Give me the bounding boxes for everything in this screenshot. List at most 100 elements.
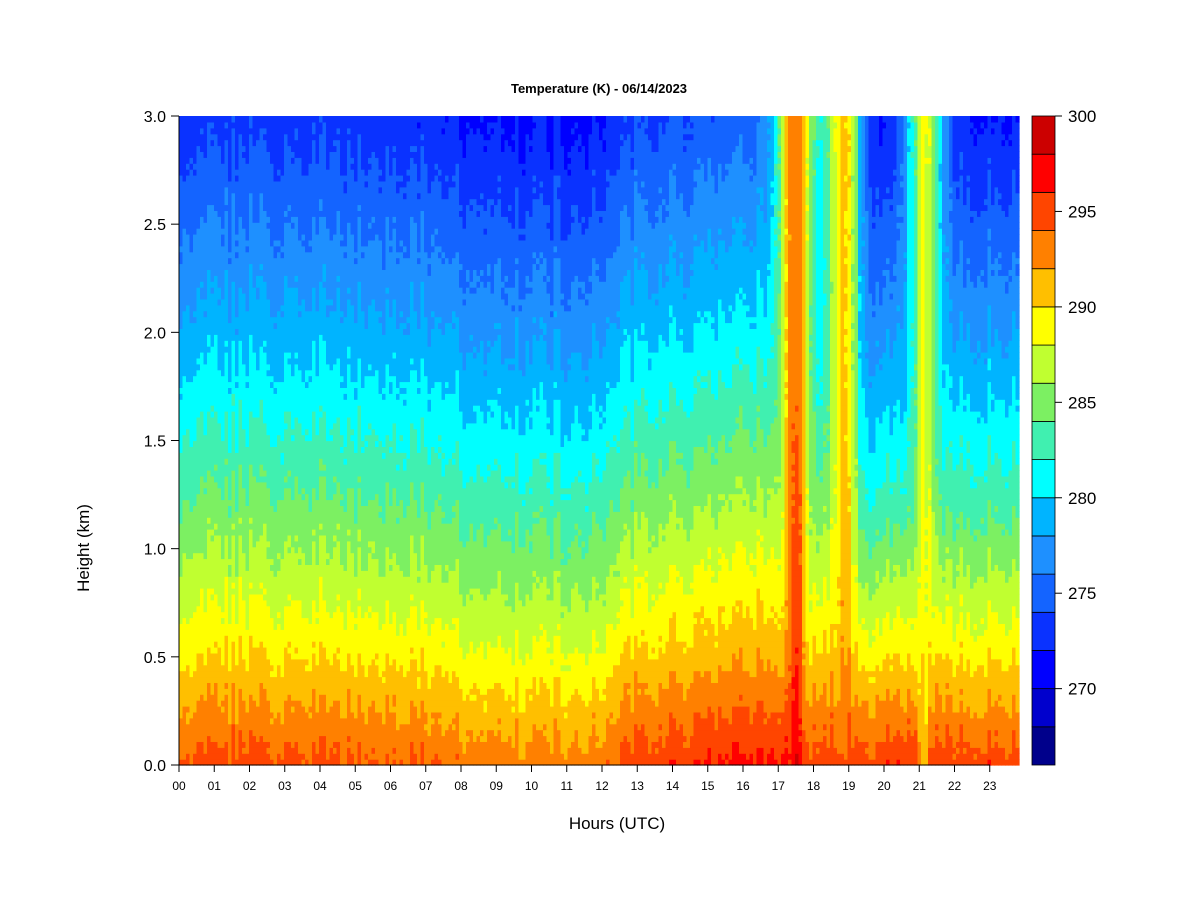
heatmap-cell xyxy=(189,157,194,164)
heatmap-cell xyxy=(224,192,229,200)
heatmap-cell xyxy=(196,611,201,619)
heatmap-cell xyxy=(263,440,268,447)
heatmap-cell xyxy=(305,434,310,442)
heatmap-cell xyxy=(224,635,229,642)
heatmap-cell xyxy=(319,204,324,211)
heatmap-cell xyxy=(179,234,184,241)
heatmap-cell xyxy=(249,204,254,211)
heatmap-cell xyxy=(182,363,187,371)
heatmap-cell xyxy=(287,127,292,135)
heatmap-cell xyxy=(333,676,338,683)
heatmap-cell xyxy=(294,481,299,489)
heatmap-cell xyxy=(284,617,289,624)
heatmap-cell xyxy=(214,487,219,495)
heatmap-cell xyxy=(221,694,226,701)
heatmap-cell xyxy=(263,434,268,442)
heatmap-cell xyxy=(214,511,219,518)
heatmap-cell xyxy=(193,641,198,648)
heatmap-cell xyxy=(221,523,226,530)
heatmap-cell xyxy=(224,717,229,725)
heatmap-cell xyxy=(326,375,331,383)
heatmap-cell xyxy=(277,251,282,259)
heatmap-cell xyxy=(273,363,278,371)
heatmap-cell xyxy=(224,588,229,595)
heatmap-cell xyxy=(322,151,327,158)
heatmap-cell xyxy=(235,340,240,347)
heatmap-cell xyxy=(214,346,219,353)
heatmap-cell xyxy=(329,517,334,524)
heatmap-cell xyxy=(238,169,243,176)
heatmap-cell xyxy=(270,340,275,347)
heatmap-cell xyxy=(322,369,327,377)
heatmap-cell xyxy=(333,245,338,253)
heatmap-cell xyxy=(273,546,278,554)
heatmap-cell xyxy=(326,352,331,359)
heatmap-cell xyxy=(224,464,229,471)
heatmap-cell xyxy=(333,523,338,530)
heatmap-cell xyxy=(298,369,303,377)
heatmap-cell xyxy=(238,198,243,206)
heatmap-cell xyxy=(217,694,222,701)
heatmap-cell xyxy=(326,157,331,164)
heatmap-cell xyxy=(231,121,236,129)
heatmap-cell xyxy=(273,428,278,436)
heatmap-cell xyxy=(277,269,282,276)
heatmap-cell xyxy=(294,434,299,442)
heatmap-cell xyxy=(182,281,187,288)
heatmap-cell xyxy=(252,605,257,613)
heatmap-cell xyxy=(305,257,310,265)
heatmap-cell xyxy=(256,729,261,737)
heatmap-cell xyxy=(319,741,324,748)
heatmap-cell xyxy=(333,658,338,666)
heatmap-cell xyxy=(277,387,282,394)
heatmap-cell xyxy=(238,127,243,135)
heatmap-cell xyxy=(329,352,334,359)
heatmap-cell xyxy=(315,216,320,223)
heatmap-cell xyxy=(329,747,334,754)
heatmap-cell xyxy=(329,275,334,282)
heatmap-cell xyxy=(207,257,212,265)
heatmap-cell xyxy=(207,523,212,530)
heatmap-cell xyxy=(315,180,320,188)
heatmap-cell xyxy=(235,570,240,577)
heatmap-cell xyxy=(322,688,327,695)
heatmap-cell xyxy=(210,499,215,506)
heatmap-cell xyxy=(291,169,296,176)
heatmap-cell xyxy=(186,747,191,754)
heatmap-cell xyxy=(298,428,303,436)
heatmap-cell xyxy=(214,599,219,607)
heatmap-cell xyxy=(207,540,212,548)
heatmap-cell xyxy=(305,340,310,347)
heatmap-cell xyxy=(249,658,254,666)
heatmap-cell xyxy=(291,163,296,170)
heatmap-cell xyxy=(329,316,334,324)
heatmap-cell xyxy=(221,647,226,654)
heatmap-cell xyxy=(263,652,268,660)
heatmap-cell xyxy=(284,434,289,442)
heatmap-cell xyxy=(284,623,289,630)
heatmap-cell xyxy=(333,304,338,312)
heatmap-cell xyxy=(182,151,187,158)
heatmap-cell xyxy=(214,688,219,695)
heatmap-cell xyxy=(200,228,205,235)
heatmap-cell xyxy=(287,216,292,223)
heatmap-cell xyxy=(280,493,285,501)
heatmap-cell xyxy=(301,635,306,642)
heatmap-cell xyxy=(245,558,250,565)
heatmap-cell xyxy=(252,434,257,442)
heatmap-cell xyxy=(329,234,334,241)
heatmap-cell xyxy=(291,116,296,123)
heatmap-cell xyxy=(214,706,219,713)
heatmap-cell xyxy=(333,529,338,536)
heatmap-cell xyxy=(291,682,296,689)
heatmap-cell xyxy=(256,735,261,742)
heatmap-cell xyxy=(252,127,257,135)
heatmap-cell xyxy=(326,599,331,607)
heatmap-cell xyxy=(221,186,226,194)
heatmap-cell xyxy=(315,293,320,300)
heatmap-cell xyxy=(266,664,271,672)
heatmap-cell xyxy=(179,647,184,654)
heatmap-cell xyxy=(238,387,243,394)
heatmap-cell xyxy=(207,529,212,536)
heatmap-cell xyxy=(256,493,261,501)
